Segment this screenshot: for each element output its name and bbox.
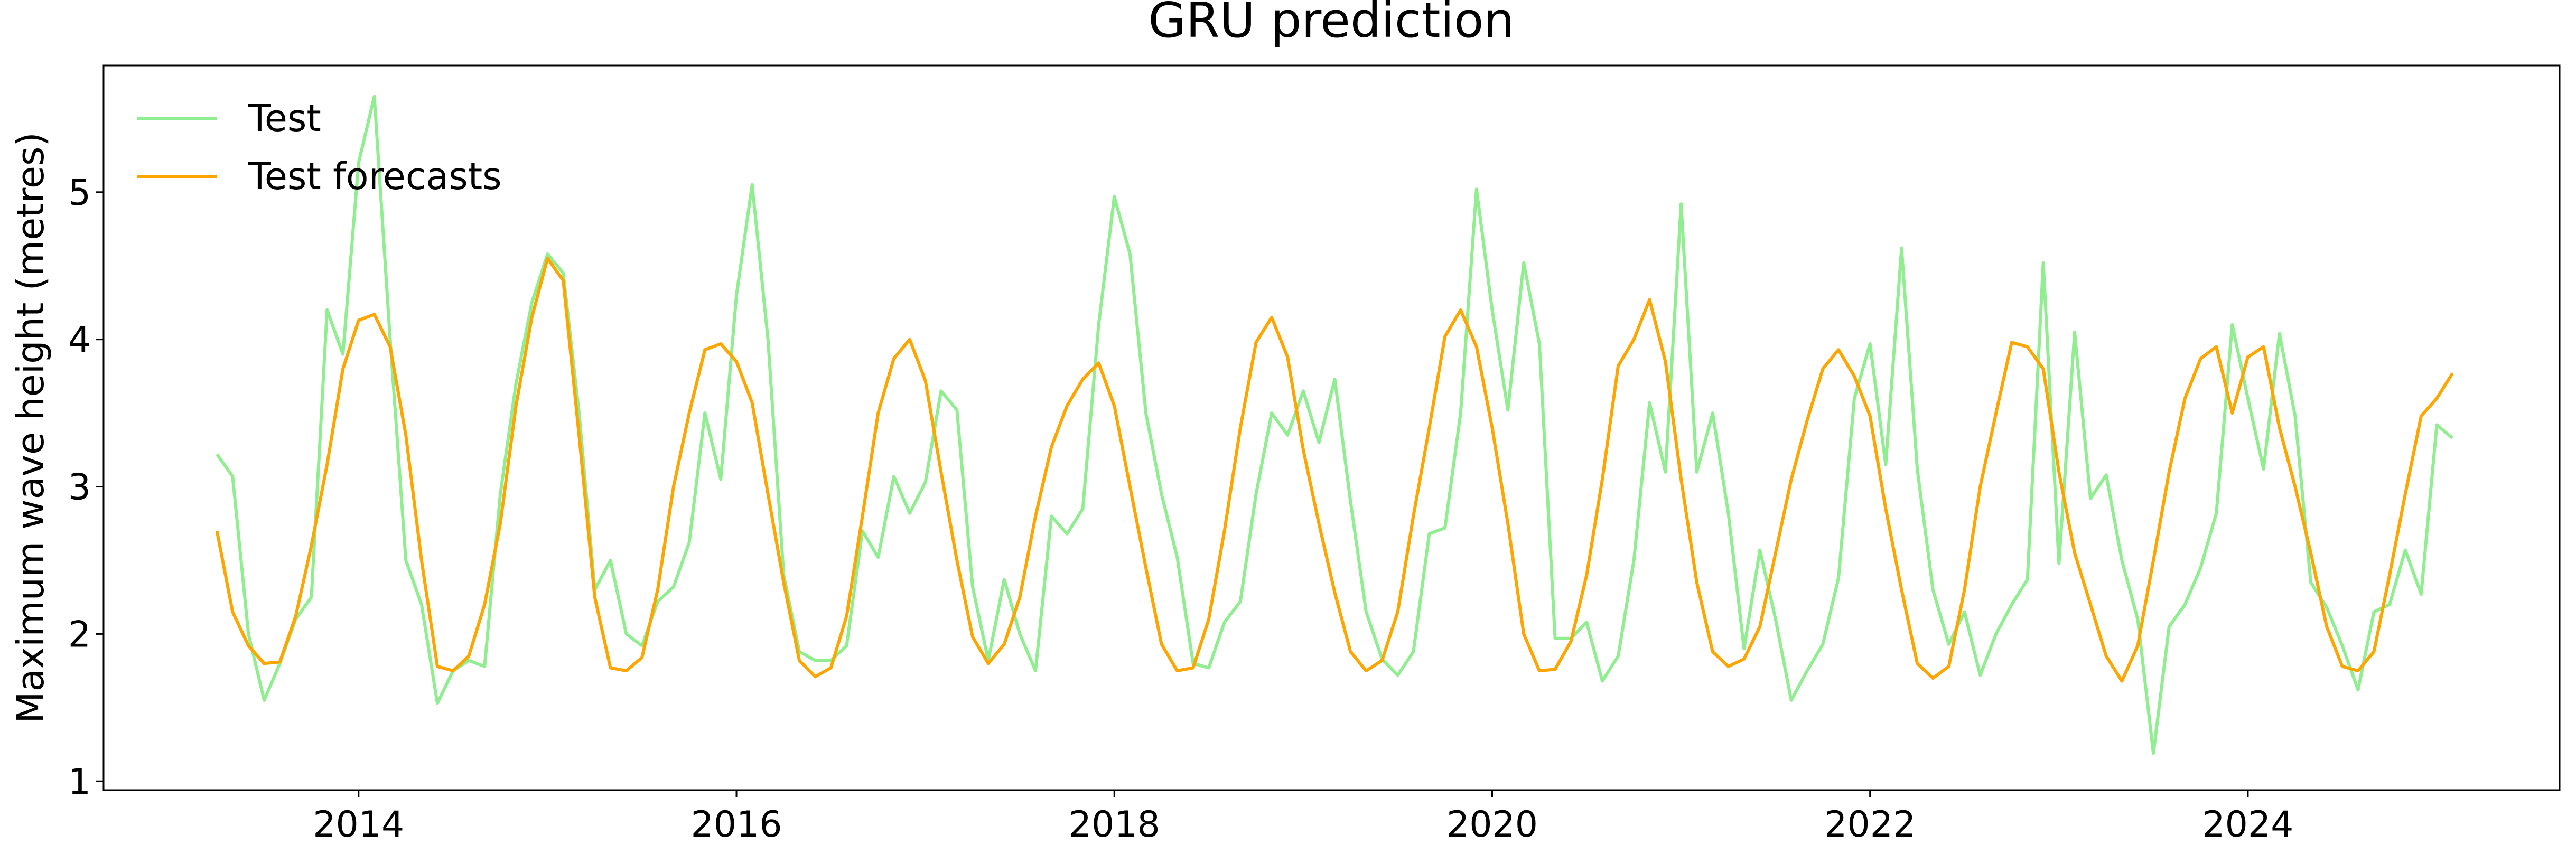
y-tick-label: 2 xyxy=(68,614,91,655)
plot-frame xyxy=(102,64,2561,791)
x-tick-label: 2022 xyxy=(1824,804,1916,846)
y-tick-label: 5 xyxy=(68,172,91,214)
data-line xyxy=(216,95,2454,755)
x-tick-label: 2016 xyxy=(690,804,782,846)
y-tick-label: 1 xyxy=(68,761,91,803)
y-tick-label: 4 xyxy=(68,320,91,361)
legend-label: Test forecasts xyxy=(248,155,502,198)
x-tick-label: 2020 xyxy=(1446,804,1538,846)
y-tick-label: 3 xyxy=(68,467,91,509)
x-tick-label: 2014 xyxy=(313,804,404,846)
x-tick-label: 2024 xyxy=(2202,804,2293,846)
chart-title: GRU prediction xyxy=(1148,0,1514,49)
x-tick-label: 2018 xyxy=(1069,804,1160,846)
legend-label: Test xyxy=(248,97,321,140)
data-line xyxy=(215,257,2454,683)
y-axis-label: Maximum wave height (metres) xyxy=(9,132,52,724)
